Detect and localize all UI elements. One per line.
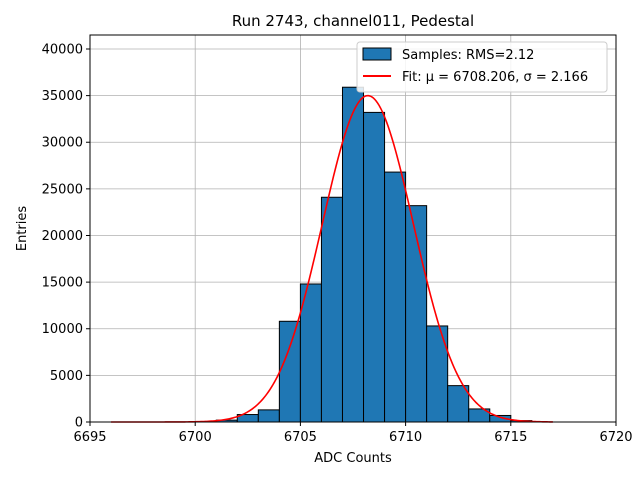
x-axis-ticks: 6695 6700 6705 6710 6715 6720 — [73, 422, 633, 445]
histogram-bar — [447, 385, 470, 423]
histogram-bar — [257, 409, 280, 423]
legend-swatch-samples — [362, 47, 392, 61]
legend-box — [356, 41, 608, 93]
chart-title: Run 2743, channel011, Pedestal — [232, 12, 474, 30]
histogram-bar — [320, 196, 343, 423]
histogram-bar — [341, 86, 365, 423]
y-axis-ticks: 0 5000 10000 15000 20000 25000 30000 35000 40000 — [42, 42, 90, 431]
x-axis-label: ADC Counts — [314, 451, 392, 466]
y-tick-label: 0 — [75, 416, 83, 431]
y-tick-label: 15000 — [42, 276, 83, 291]
y-tick-label: 30000 — [42, 136, 83, 151]
legend-label-samples: Samples: RMS=2.12 — [402, 48, 534, 63]
histogram-bar — [363, 111, 386, 423]
y-tick-label: 35000 — [42, 89, 83, 104]
y-tick-label: 20000 — [42, 229, 83, 244]
histogram-bar — [299, 283, 322, 423]
y-tick-label: 5000 — [50, 369, 83, 384]
x-tick-label: 6695 — [73, 430, 106, 445]
histogram-bar — [278, 320, 301, 423]
histogram-bar — [384, 171, 407, 423]
x-tick-label: 6700 — [179, 430, 212, 445]
x-tick-label: 6720 — [599, 430, 632, 445]
legend: Samples: RMS=2.12 Fit: μ = 6708.206, σ =… — [356, 41, 608, 93]
x-tick-label: 6710 — [389, 430, 422, 445]
x-tick-label: 6715 — [494, 430, 527, 445]
y-tick-label: 10000 — [42, 322, 83, 337]
y-tick-label: 25000 — [42, 182, 83, 197]
y-axis-label: Entries — [15, 206, 30, 252]
x-tick-label: 6705 — [284, 430, 317, 445]
y-tick-label: 40000 — [42, 42, 83, 57]
legend-label-fit: Fit: μ = 6708.206, σ = 2.166 — [402, 70, 588, 85]
plot-frame — [89, 34, 617, 423]
